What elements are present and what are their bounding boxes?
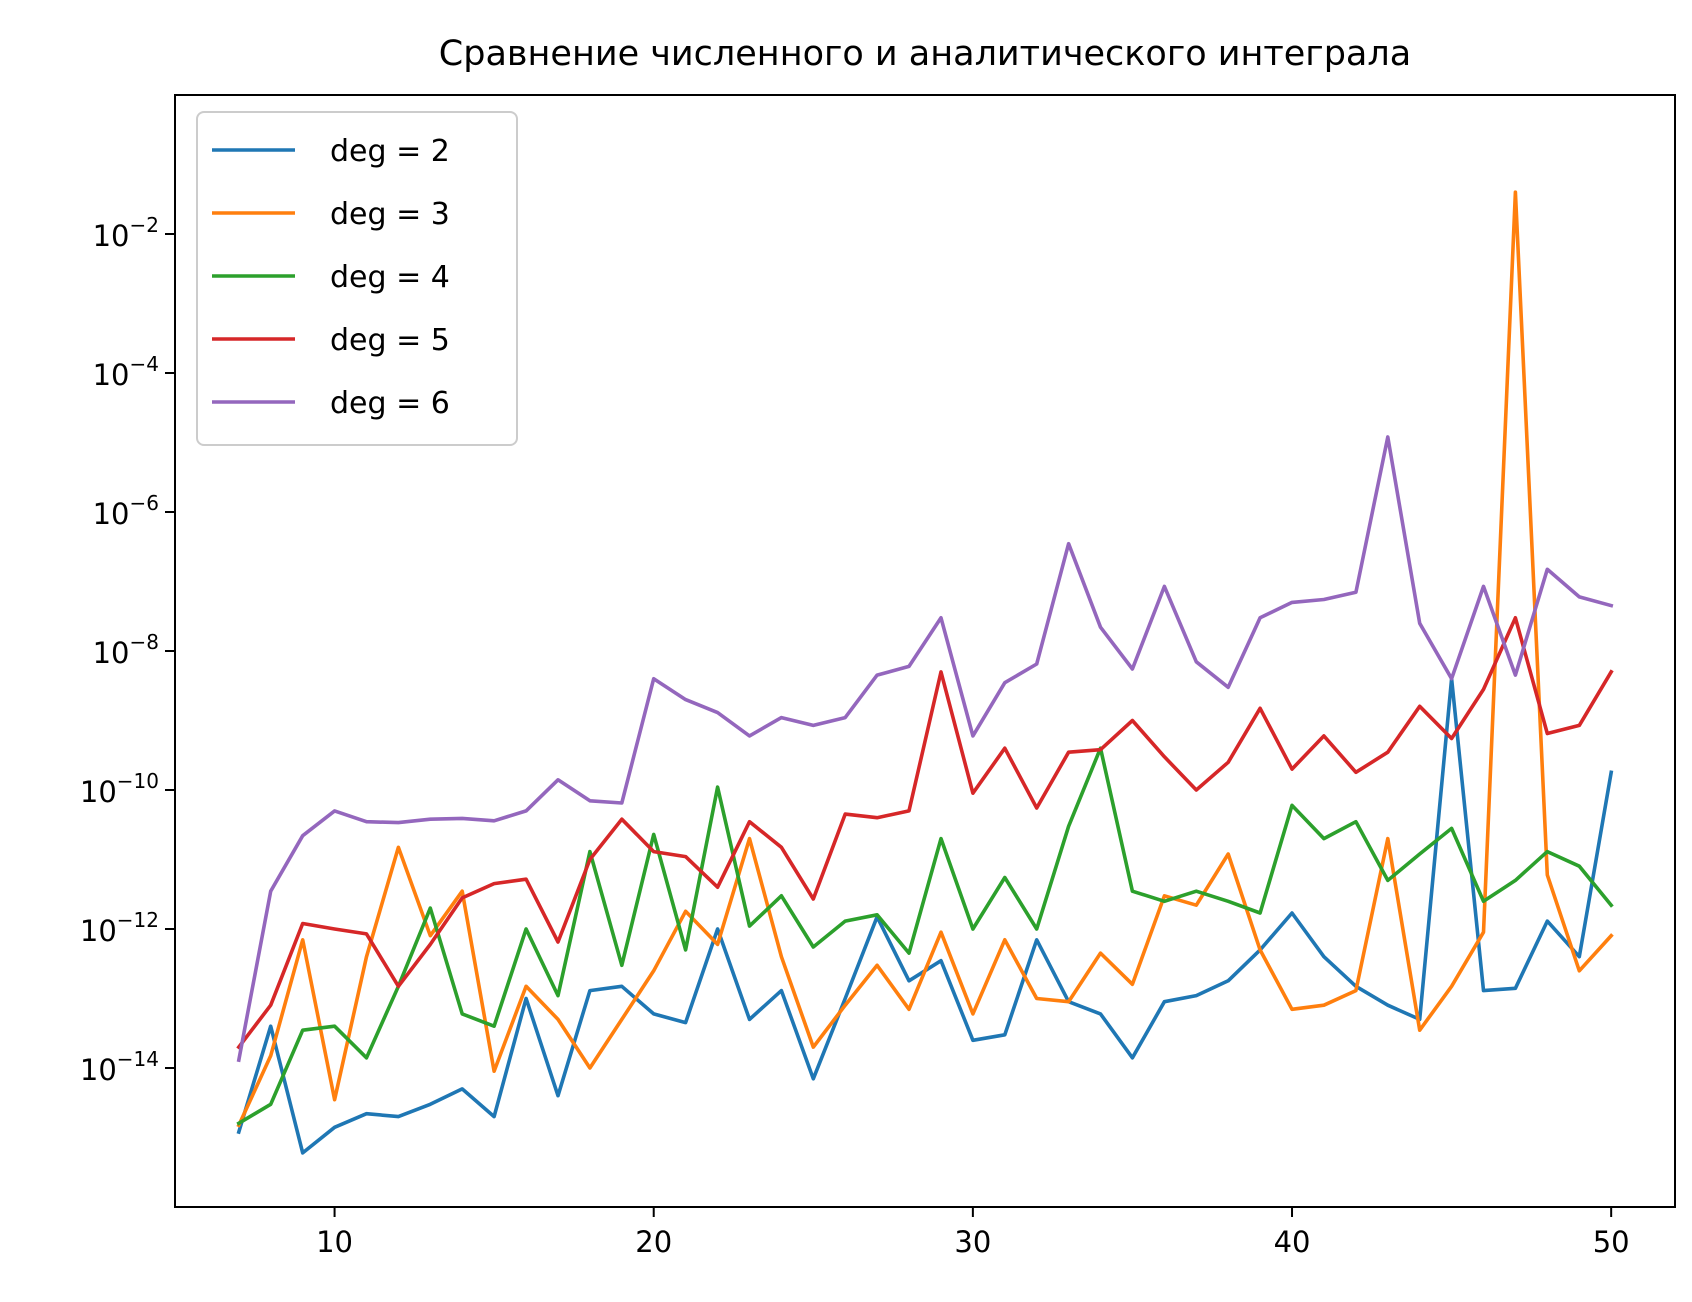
x-axis: 10 20 30 40 50	[316, 1207, 1630, 1259]
legend-label-deg-5: deg = 5	[330, 323, 450, 358]
legend-label-deg-6: deg = 6	[330, 386, 450, 421]
plot-lines	[236, 190, 1614, 1155]
series-line-deg-5	[236, 615, 1614, 1050]
legend-label-deg-4: deg = 4	[330, 260, 450, 295]
x-tick-label: 50	[1593, 1225, 1630, 1259]
legend-label-deg-3: deg = 3	[330, 197, 450, 232]
legend-frame	[196, 111, 518, 446]
legend: deg = 2 deg = 3 deg = 4 deg = 5 deg = 6	[196, 111, 518, 446]
series-line-deg-6	[236, 435, 1614, 1063]
legend-label-deg-2: deg = 2	[330, 134, 450, 169]
y-tick-label: 10−2	[93, 213, 159, 253]
x-tick-label: 40	[1274, 1225, 1311, 1259]
chart-title: Сравнение численного и аналитического ин…	[439, 34, 1411, 74]
series-line-deg-4	[236, 746, 1614, 1126]
series-line-deg-3	[236, 190, 1614, 1128]
y-tick-label: 10−10	[80, 769, 159, 809]
x-tick-label: 30	[954, 1225, 991, 1259]
x-tick-label: 20	[635, 1225, 672, 1259]
x-tick-label: 10	[316, 1225, 353, 1259]
